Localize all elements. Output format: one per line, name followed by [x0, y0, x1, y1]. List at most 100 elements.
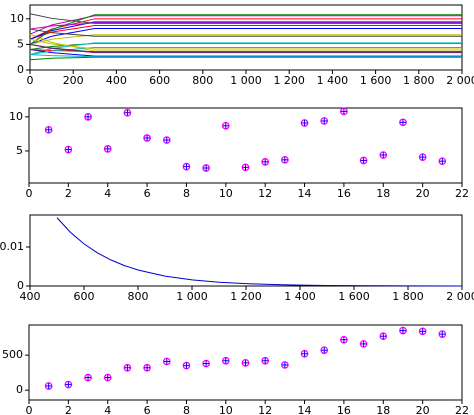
x-tick-label: 800	[192, 74, 213, 87]
point	[379, 332, 388, 341]
point	[261, 356, 270, 365]
plot-frame	[28, 107, 463, 184]
point-circle	[221, 356, 230, 365]
point-circle	[221, 121, 230, 130]
x-tick-label: 1 000	[176, 290, 208, 303]
x-tick-label: 2 000	[446, 74, 474, 87]
plot-frame	[28, 324, 463, 401]
series-line	[29, 15, 462, 35]
point-circle	[64, 380, 73, 389]
y-tick-label: 0.01	[0, 240, 24, 253]
x-tick-label: 14	[298, 404, 312, 415]
x-tick-label: 8	[183, 404, 190, 415]
point-circle	[438, 157, 447, 166]
point	[202, 359, 210, 368]
series-line	[29, 43, 462, 53]
point-circle	[379, 151, 388, 159]
point-circle	[202, 164, 210, 172]
point-circle	[64, 145, 73, 154]
point-circle	[320, 117, 329, 125]
x-tick-label: 8	[183, 187, 190, 200]
point-circle	[300, 349, 309, 358]
x-tick-label: 1 400	[317, 74, 349, 87]
point	[241, 359, 250, 367]
point	[103, 145, 112, 153]
point	[143, 134, 151, 142]
point-circle	[340, 107, 348, 116]
series-line	[29, 42, 462, 51]
x-tick-label: 20	[416, 404, 430, 415]
point	[340, 335, 348, 344]
x-tick-label: 18	[376, 187, 390, 200]
point	[418, 153, 427, 161]
point-circle	[281, 361, 289, 369]
point	[182, 162, 191, 171]
x-tick-label: 200	[63, 74, 84, 87]
point	[202, 164, 210, 172]
point-circle	[418, 153, 427, 161]
x-tick-label: 22	[455, 404, 469, 415]
point-circle	[281, 155, 289, 164]
series-line	[29, 38, 462, 50]
point-circle	[123, 363, 132, 372]
series-line	[29, 21, 462, 40]
point-circle	[261, 356, 270, 365]
point	[123, 108, 132, 117]
point-circle	[300, 119, 309, 127]
x-tick-label: 12	[258, 187, 272, 200]
point	[300, 349, 309, 358]
x-tick-label: 400	[106, 74, 127, 87]
x-tick-label: 6	[144, 187, 151, 200]
point-circle	[182, 361, 191, 370]
y-tick-label: 10	[9, 110, 23, 123]
point	[221, 356, 230, 365]
point-circle	[162, 136, 171, 144]
point	[359, 340, 368, 348]
x-tick-label: 600	[74, 290, 95, 303]
series-line	[29, 56, 462, 61]
x-tick-label: 10	[219, 187, 233, 200]
series-line	[29, 28, 462, 45]
series-line	[29, 49, 462, 57]
x-tick-label: 1 200	[273, 74, 305, 87]
plot-frame	[29, 214, 463, 287]
point	[162, 357, 171, 366]
x-tick-label: 12	[258, 404, 272, 415]
point-circle	[438, 330, 447, 338]
y-tick-label: 5	[16, 144, 23, 157]
series-line	[29, 14, 462, 45]
point-circle	[241, 359, 250, 367]
point-circle	[123, 108, 132, 117]
y-tick-label: 0	[16, 383, 23, 396]
point	[438, 157, 447, 166]
x-tick-label: 1 600	[360, 74, 392, 87]
point-circle	[143, 363, 151, 372]
point	[221, 121, 230, 130]
point-circle	[84, 373, 92, 382]
x-tick-label: 1 800	[392, 290, 424, 303]
point-circle	[399, 326, 407, 335]
x-tick-label: 16	[337, 404, 351, 415]
point-circle	[399, 118, 407, 127]
x-tick-label: 10	[219, 404, 233, 415]
x-tick-label: 600	[149, 74, 170, 87]
point-circle	[44, 125, 53, 134]
y-tick-label: 5	[17, 37, 24, 50]
x-tick-label: 1 000	[230, 74, 262, 87]
point	[359, 156, 368, 165]
point-circle	[359, 340, 368, 348]
x-tick-label: 1 800	[403, 74, 435, 87]
x-tick-label: 6	[144, 404, 151, 415]
series-line	[29, 13, 462, 24]
series-line	[29, 46, 462, 56]
point	[399, 326, 407, 335]
x-tick-label: 4	[104, 404, 111, 415]
point-circle	[162, 357, 171, 366]
point	[84, 113, 92, 121]
point	[84, 373, 92, 382]
point	[261, 158, 270, 166]
y-tick-label: 500	[2, 348, 23, 361]
point	[281, 361, 289, 369]
point-circle	[182, 162, 191, 171]
